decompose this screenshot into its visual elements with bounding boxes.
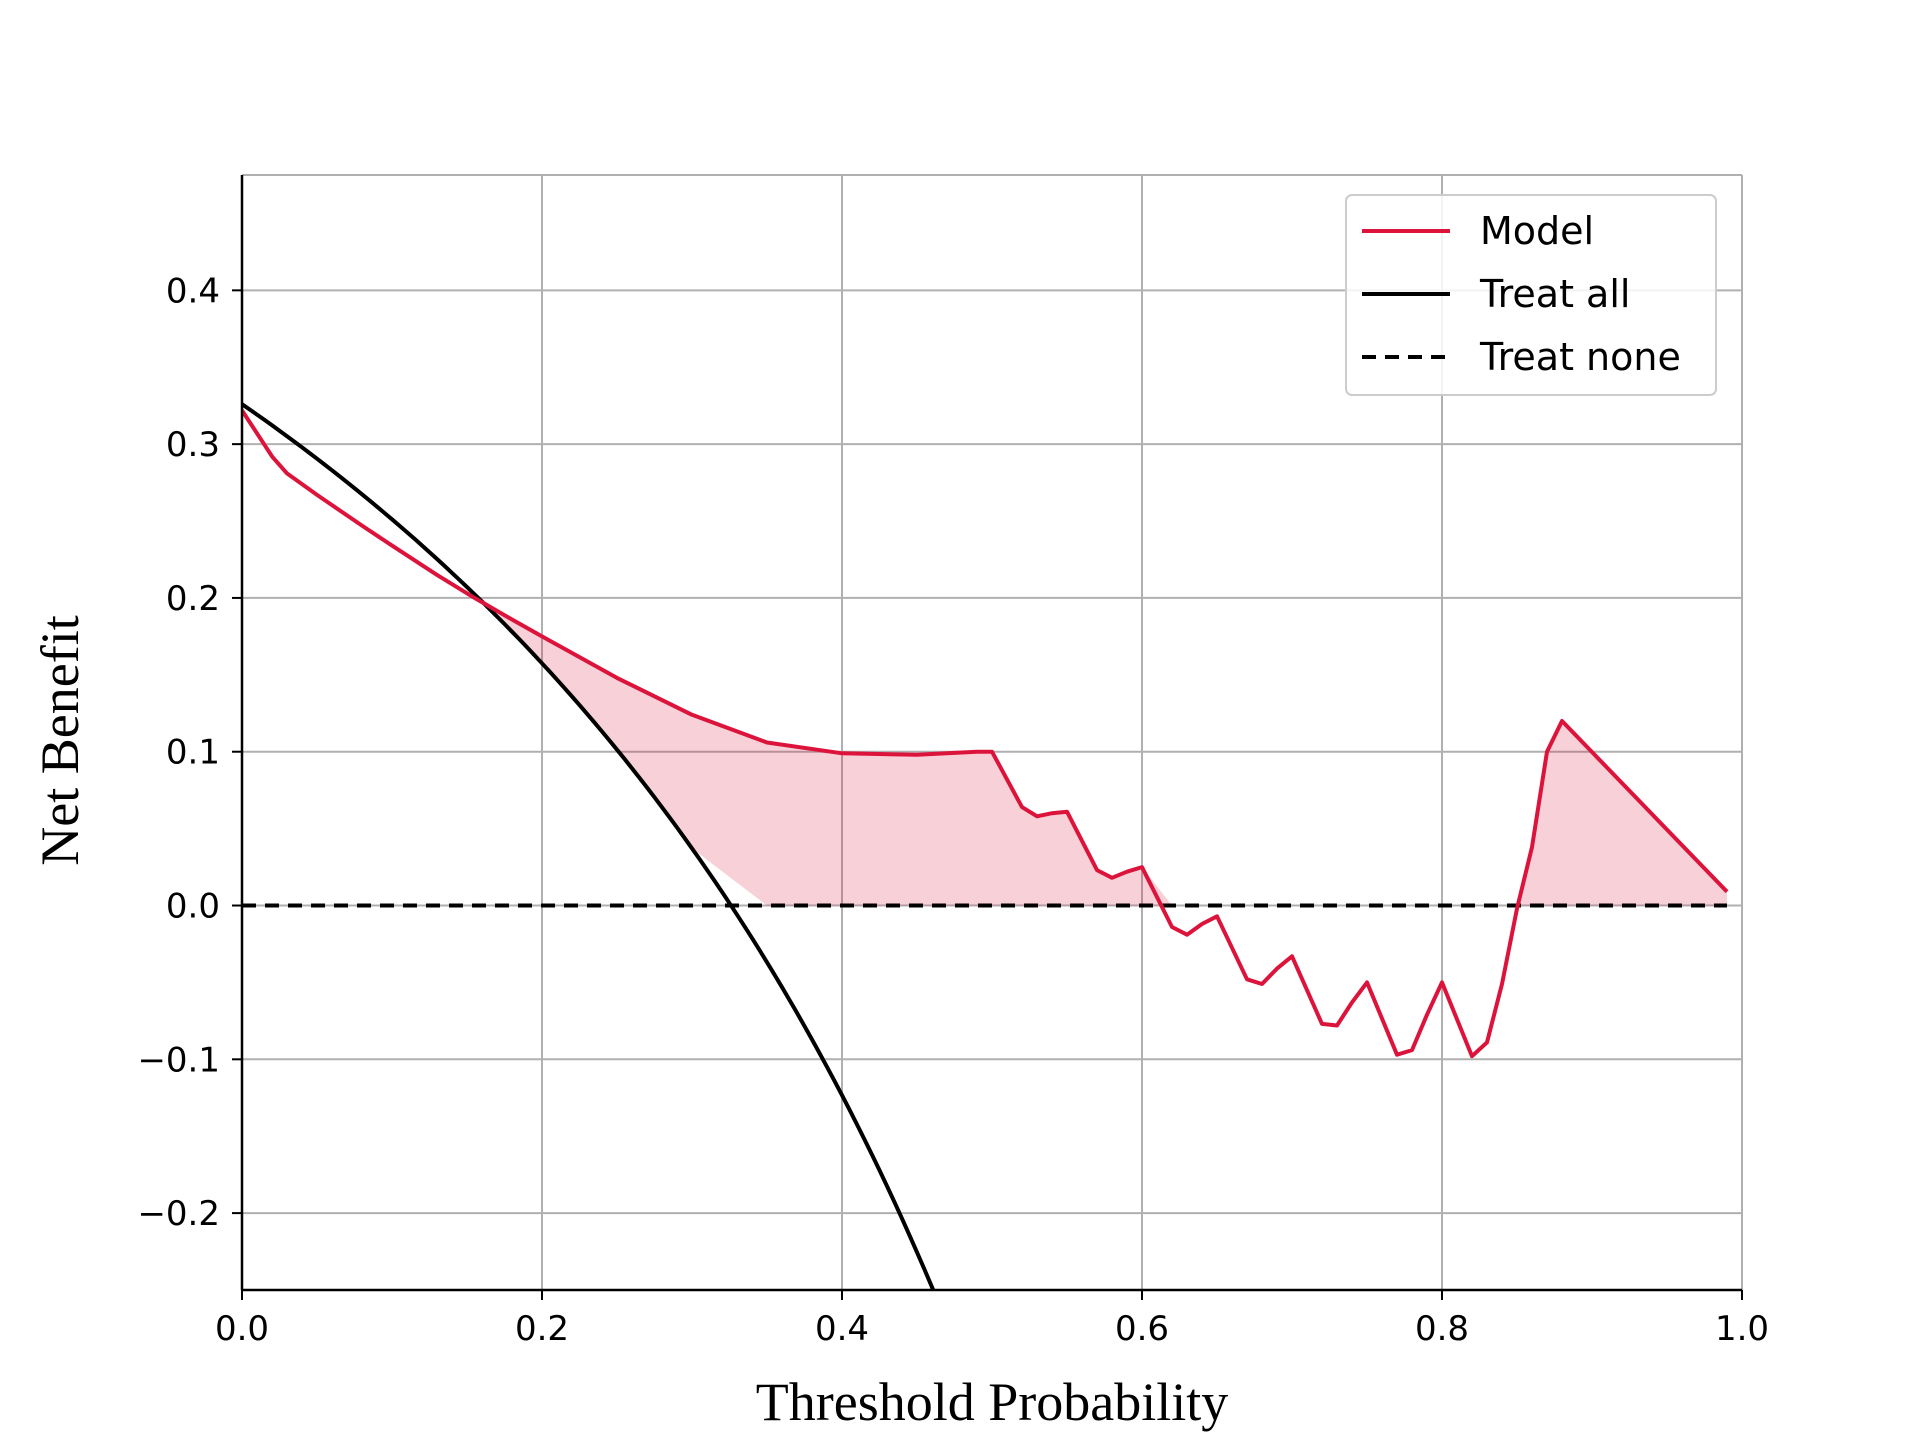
legend-label-treat-none: Treat none: [1479, 335, 1681, 379]
x-tick-label: 0.0: [215, 1309, 269, 1349]
treat-all-line: [242, 402, 936, 1290]
legend-box: [1345, 194, 1717, 396]
y-tick-label: 0.0: [166, 887, 220, 927]
y-tick-label: −0.1: [137, 1040, 220, 1080]
x-tick-label: 0.4: [815, 1309, 869, 1349]
y-axis-title: Net Benefit: [30, 615, 90, 865]
x-tick-label: 0.6: [1115, 1309, 1169, 1349]
y-tick-label: −0.2: [137, 1194, 220, 1234]
y-tick-label: 0.4: [166, 271, 220, 311]
y-tick-label: 0.2: [166, 579, 220, 619]
y-tick-label: 0.1: [166, 733, 220, 773]
x-axis-title: Threshold Probability: [756, 1372, 1228, 1432]
y-tick-label: 0.3: [166, 425, 220, 465]
axis-ticks: 0.0 0.2 0.4 0.6 0.8 1.0 −0.2 −0.1 0.0 0.1 0.2 0.3 0.…: [137, 271, 1769, 1349]
x-tick-label: 0.2: [515, 1309, 569, 1349]
legend: Model Treat all Treat none: [1345, 194, 1717, 396]
x-tick-label: 1.0: [1715, 1309, 1769, 1349]
legend-label-model: Model: [1480, 209, 1594, 253]
series-lines: [242, 402, 1729, 1290]
net-benefit-fill-area: [242, 404, 1727, 906]
legend-label-treat-all: Treat all: [1479, 272, 1630, 316]
x-tick-label: 0.8: [1415, 1309, 1469, 1349]
plot-frame: [240, 174, 1743, 1292]
model-line: [242, 409, 1729, 1059]
